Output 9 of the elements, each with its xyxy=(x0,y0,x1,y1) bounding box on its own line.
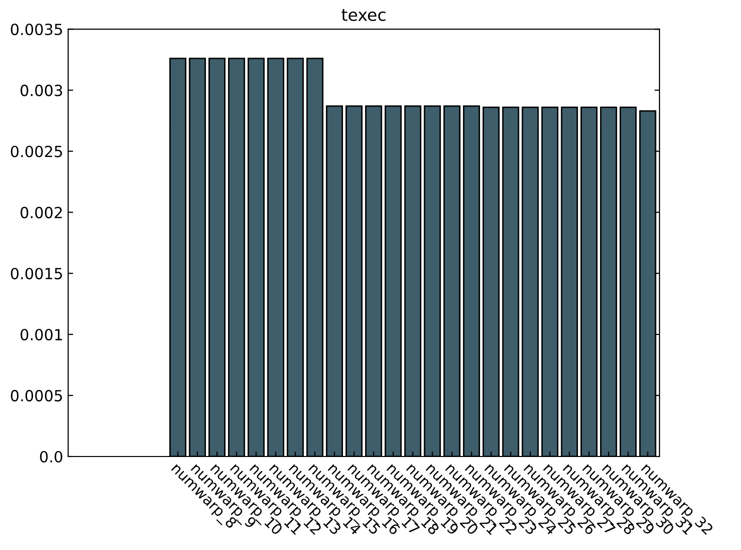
y-tick-label: 0.0035 xyxy=(10,24,62,36)
y-tick-label: 0.0025 xyxy=(10,146,62,158)
y-tick-label: 0.001 xyxy=(20,328,62,340)
y-tick-label: 0.002 xyxy=(20,206,62,218)
y-tick-label: 0.0 xyxy=(40,450,62,463)
y-tick-label: 0.0005 xyxy=(10,390,62,402)
y-tick-label: 0.0015 xyxy=(10,268,62,280)
chart-title: texec xyxy=(342,9,386,22)
y-tick-label: 0.003 xyxy=(20,84,62,96)
